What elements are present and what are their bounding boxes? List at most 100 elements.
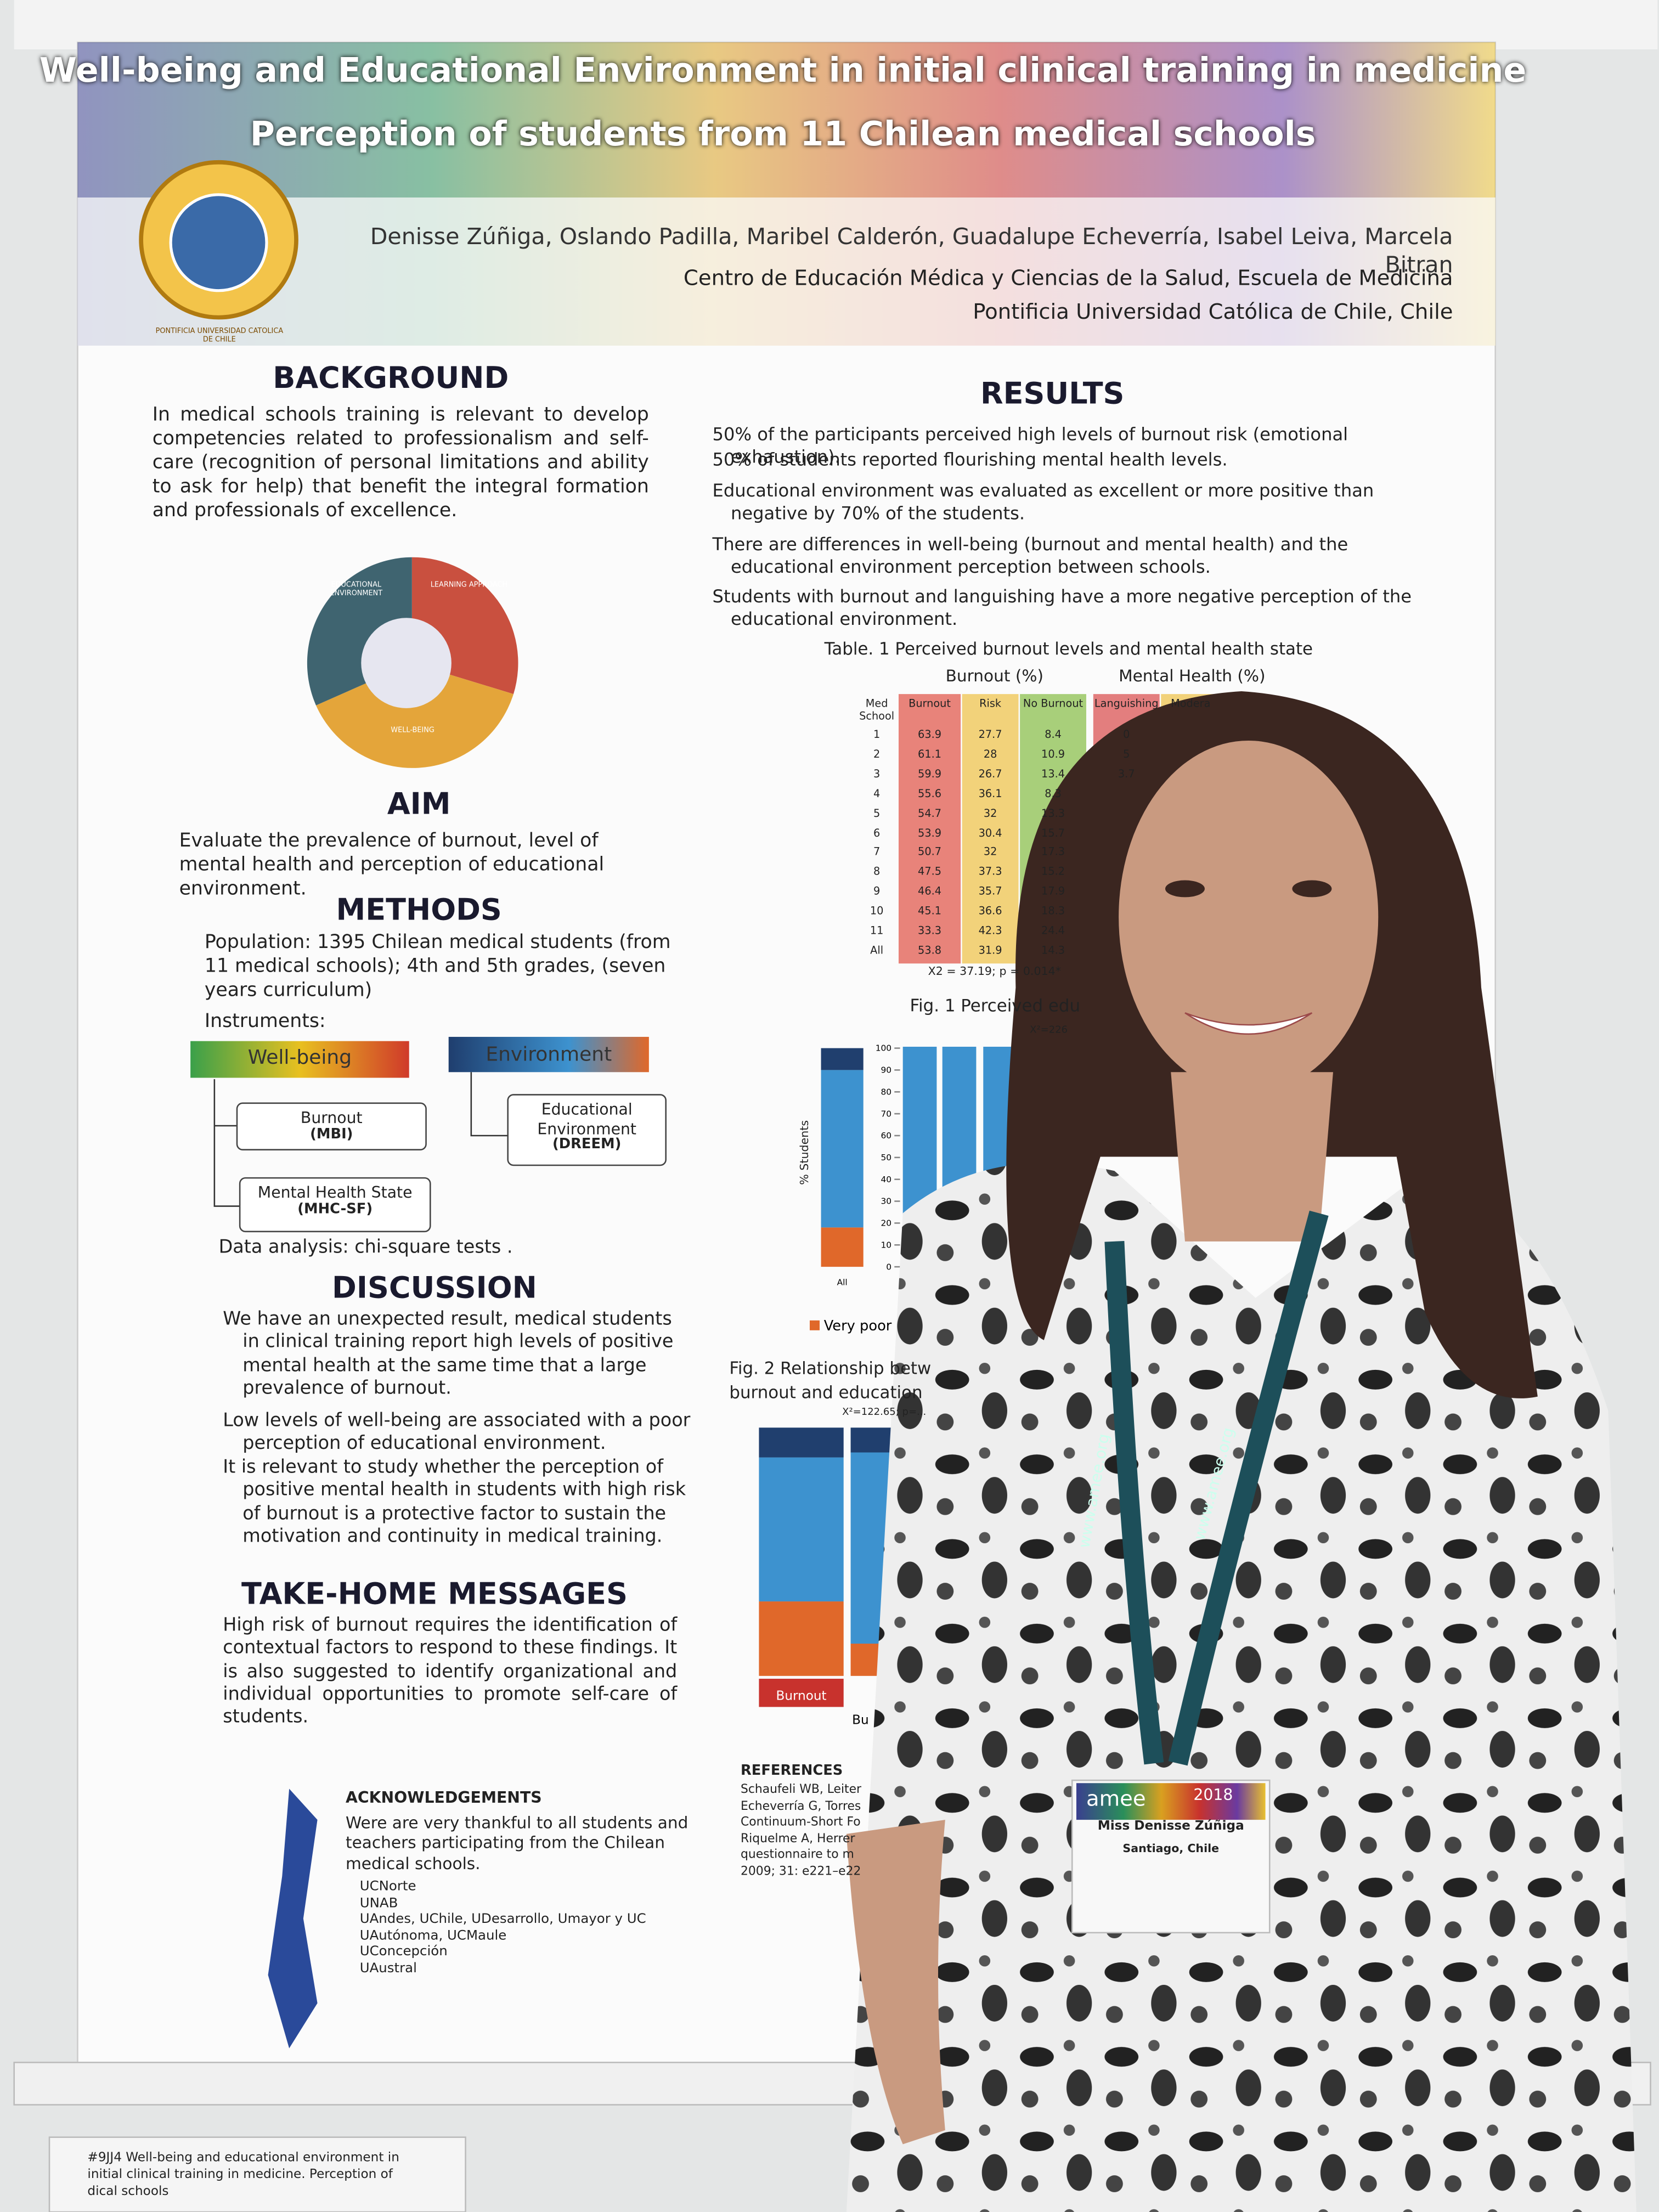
table-cell: 6 bbox=[873, 826, 881, 839]
table-cell: 32 bbox=[983, 806, 997, 819]
arm bbox=[846, 1820, 945, 2145]
group-label: Environment bbox=[486, 1043, 612, 1066]
neck bbox=[1171, 1072, 1333, 1242]
y-tick-label: 60 bbox=[881, 1131, 892, 1141]
table-cell: 13.4 bbox=[1041, 767, 1065, 780]
table-cell: 10.9 bbox=[1041, 747, 1065, 760]
table-column bbox=[962, 694, 1019, 964]
section-heading: RESULTS bbox=[980, 376, 1125, 411]
section-heading: METHODS bbox=[336, 893, 502, 927]
bar-segment bbox=[821, 1070, 864, 1228]
figure-caption: burnout and education bbox=[729, 1382, 923, 1402]
box bbox=[239, 1177, 431, 1233]
school: UAndes, UChile, UDesarrollo, Umayor y UC bbox=[359, 1911, 646, 1927]
table-header: Risk bbox=[979, 697, 1002, 710]
section-heading: AIM bbox=[387, 787, 451, 821]
table-cell: 47.5 bbox=[918, 865, 942, 878]
table-cell: 2 bbox=[873, 747, 881, 760]
affiliation: Pontificia Universidad Católica de Chile… bbox=[973, 299, 1453, 325]
badge-city: Santiago, Chile bbox=[1122, 1842, 1220, 1855]
reference: Echeverría G, Torres bbox=[740, 1799, 861, 1814]
environment-bar bbox=[448, 1036, 649, 1073]
table-cell: 63.9 bbox=[918, 727, 942, 741]
table-cell: 46.4 bbox=[918, 884, 942, 898]
table-cell: 3 bbox=[873, 767, 881, 780]
table-group: Mental Health (%) bbox=[1119, 665, 1266, 686]
paragraph: Were are very thankful to all students a… bbox=[345, 1813, 689, 1874]
table-cell: 0 bbox=[1123, 727, 1130, 741]
badge-brand: amee bbox=[1086, 1786, 1146, 1812]
axis-label: % Students bbox=[798, 1120, 811, 1185]
paragraph: Evaluate the prevalence of burnout, leve… bbox=[179, 829, 605, 900]
section-heading: ACKNOWLEDGEMENTS bbox=[345, 1788, 542, 1807]
table-header: Med School bbox=[859, 697, 895, 723]
table-cell: 36.1 bbox=[978, 787, 1002, 800]
table-cell: 53.9 bbox=[918, 826, 942, 839]
bar-segment bbox=[821, 1227, 864, 1267]
placard-line: #9JJ4 Well-being and educational environ… bbox=[87, 2151, 399, 2166]
table-cell: 7 bbox=[873, 845, 881, 859]
paragraph: In medical schools training is relevant … bbox=[152, 403, 649, 522]
y-tick-label: 90 bbox=[881, 1065, 892, 1075]
reference: Schaufeli WB, Leiter bbox=[740, 1783, 862, 1797]
x-tick-label: All bbox=[837, 1278, 848, 1288]
y-tick-label: 100 bbox=[876, 1043, 891, 1053]
box-label: (MHC-SF) bbox=[297, 1201, 373, 1218]
affiliation: Centro de Educación Médica y Ciencias de… bbox=[683, 265, 1453, 291]
wheel-label: WELL-BEING bbox=[391, 726, 435, 735]
y-tick-label: 10 bbox=[881, 1240, 892, 1250]
table-cell: All bbox=[870, 943, 884, 957]
wheel-segment bbox=[315, 663, 514, 768]
table-group: Burnout (%) bbox=[945, 665, 1044, 686]
blouse bbox=[846, 1163, 1637, 2212]
table-cell: 30.4 bbox=[978, 826, 1002, 839]
y-tick-label: 70 bbox=[881, 1109, 892, 1119]
legend-label: Very poor bbox=[824, 1318, 892, 1334]
bar-segment bbox=[759, 1427, 844, 1458]
placard bbox=[48, 2136, 466, 2212]
paragraph: High risk of burnout requires the identi… bbox=[223, 1615, 678, 1728]
tree-lines bbox=[213, 1072, 508, 1207]
x-axis-label: Bu bbox=[852, 1713, 869, 1727]
table-cell: 45.1 bbox=[918, 904, 942, 917]
chile-map bbox=[268, 1788, 318, 2049]
school: UConcepción bbox=[359, 1944, 448, 1960]
y-tick-label: 50 bbox=[881, 1153, 892, 1163]
section-heading: DISCUSSION bbox=[332, 1271, 537, 1305]
result-item: 50% of the participants perceived high l… bbox=[712, 423, 1348, 467]
school: UAutónoma, UCMaule bbox=[359, 1927, 507, 1944]
smile bbox=[1184, 1012, 1313, 1035]
discussion-item: It is relevant to study whether the perc… bbox=[223, 1457, 686, 1548]
table-cell: 32 bbox=[983, 845, 997, 859]
box-label: (DREEM) bbox=[552, 1137, 622, 1153]
y-tick-label: 30 bbox=[881, 1197, 892, 1206]
wheel bbox=[307, 557, 518, 768]
table-cell: 35.7 bbox=[978, 884, 1002, 898]
bullet: Instruments: bbox=[204, 1010, 326, 1033]
table-cell: 10 bbox=[870, 904, 884, 917]
figure-note: X²=226 bbox=[1030, 1024, 1068, 1036]
box-label: Mental Health State bbox=[257, 1183, 413, 1202]
table-cell: 1 bbox=[873, 727, 881, 741]
table-cell: 5 bbox=[1123, 747, 1130, 760]
wellbeing-bar bbox=[190, 1041, 409, 1078]
y-tick-label: 80 bbox=[881, 1087, 892, 1097]
table-header: Modera bbox=[1171, 697, 1211, 710]
bar-segment bbox=[759, 1457, 844, 1602]
box bbox=[507, 1094, 667, 1166]
title: Perception of students from 11 Chilean m… bbox=[250, 114, 1316, 154]
box-label: (MBI) bbox=[310, 1127, 353, 1143]
table-cell: 18.3 bbox=[1041, 904, 1065, 917]
title: Well-being and Educational Environment i… bbox=[39, 50, 1527, 91]
reference: Continuum-Short Fo bbox=[740, 1815, 861, 1830]
reference: Riquelme A, Herrer bbox=[740, 1831, 855, 1846]
result-item: Educational environment was evaluated as… bbox=[712, 479, 1374, 523]
badge-year: 2018 bbox=[1193, 1786, 1233, 1804]
table-cell: 53.8 bbox=[918, 943, 942, 957]
table-header: Burnout bbox=[909, 697, 951, 710]
bar-segment bbox=[821, 1048, 864, 1070]
group-label: Well-being bbox=[247, 1046, 352, 1070]
badge-name: Miss Denisse Zúñiga bbox=[1097, 1820, 1244, 1834]
table-cell: 28 bbox=[983, 747, 997, 760]
